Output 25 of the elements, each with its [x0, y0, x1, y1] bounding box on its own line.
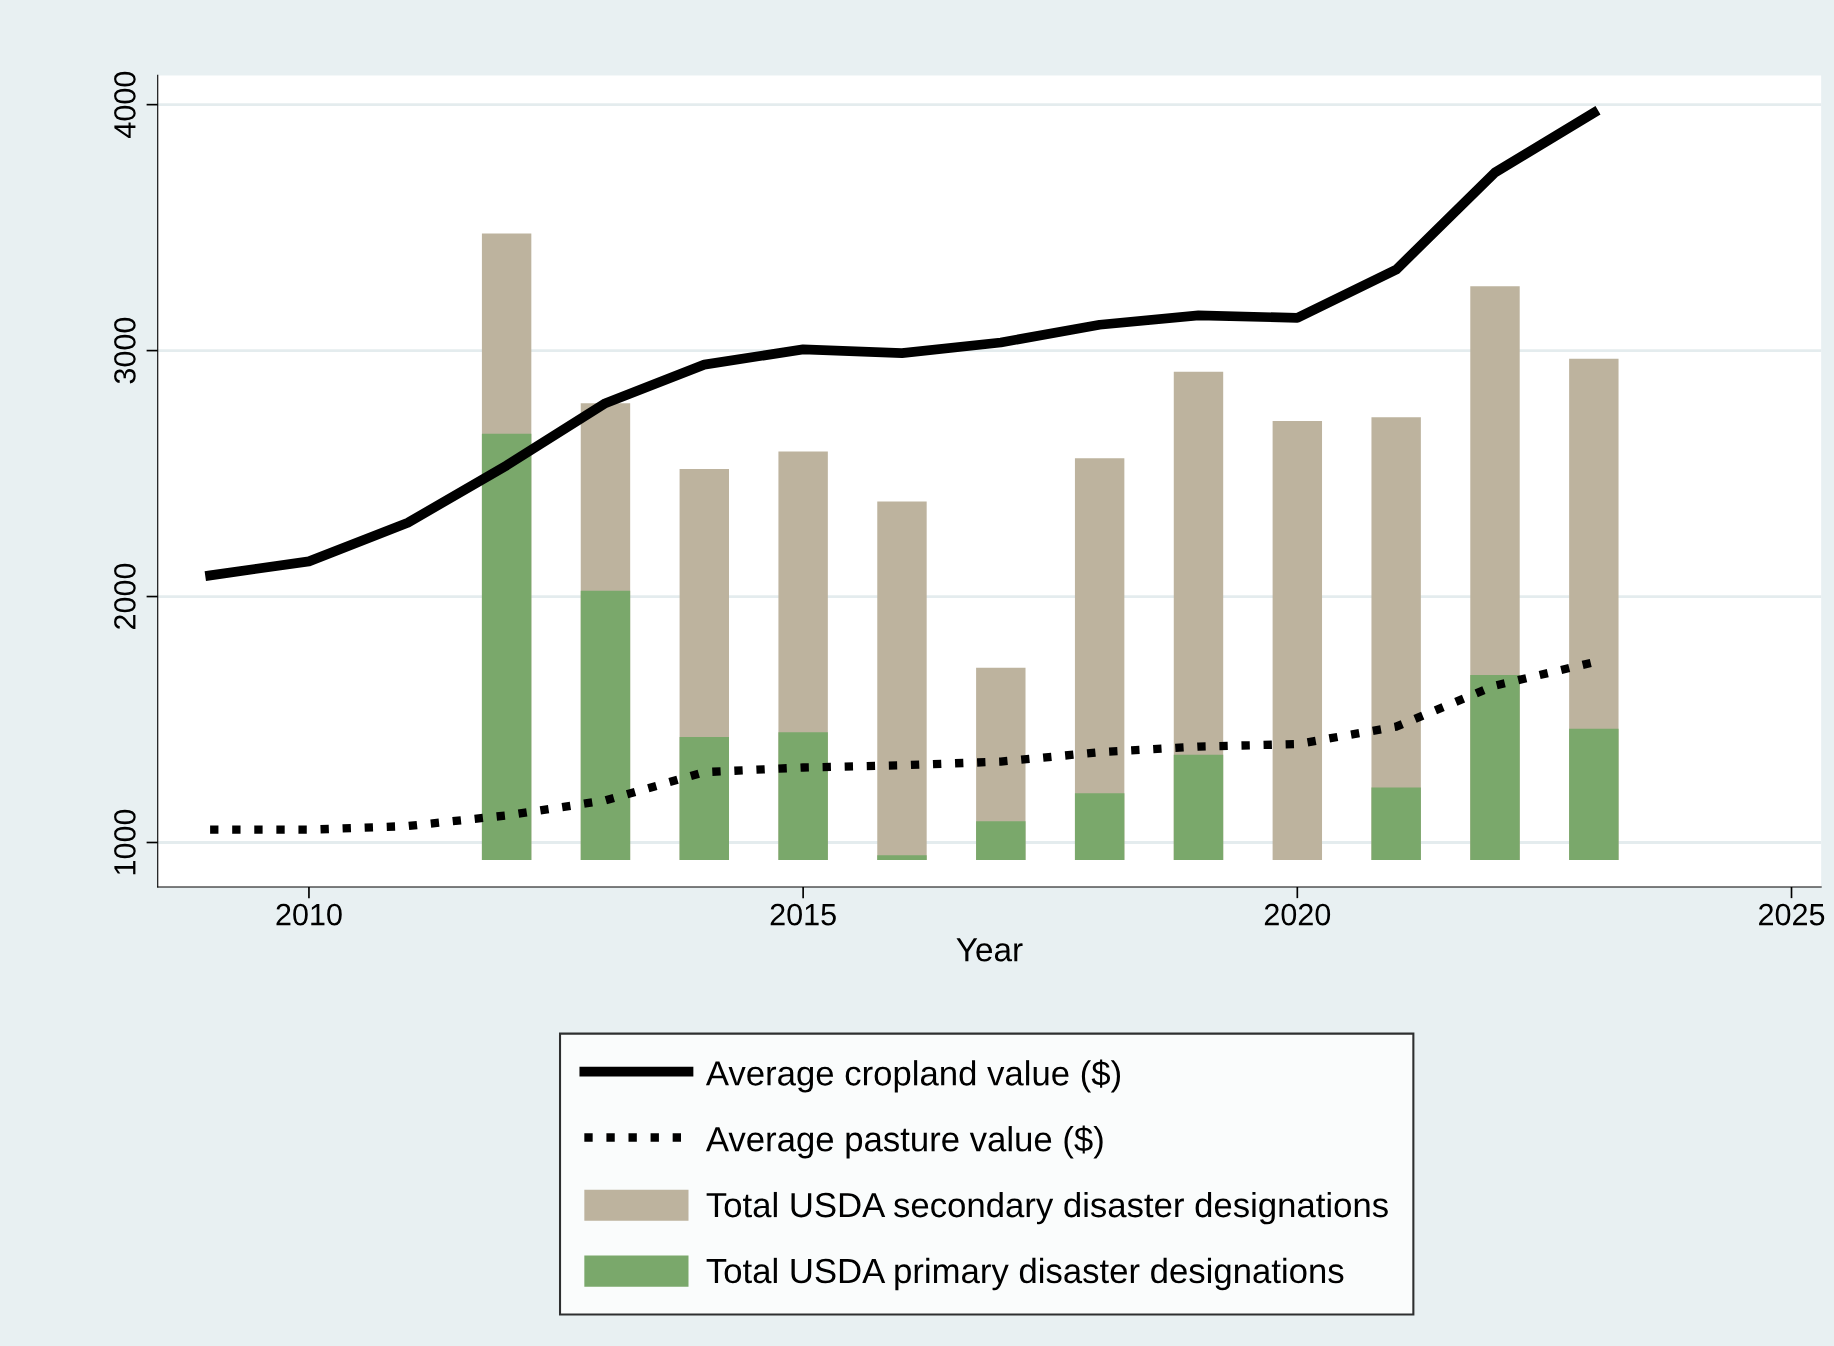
x-axis-title: Year — [956, 938, 1023, 962]
x-tick-label: 2020 — [1264, 903, 1331, 926]
y-tick-label: 1000 — [114, 809, 136, 875]
y-tick-label: 3000 — [114, 317, 136, 384]
y-tick-label: 4000 — [114, 71, 136, 138]
x-tick-label: 2015 — [770, 903, 836, 926]
bar — [778, 732, 828, 860]
y-tick-label: 2000 — [114, 563, 136, 629]
x-tick-label: 2010 — [276, 903, 342, 926]
legend-label: Total USDA secondary disaster designations — [706, 1191, 1388, 1225]
bar — [1371, 787, 1421, 860]
bar — [679, 736, 730, 860]
legend-label: Total USDA primary disaster designations — [706, 1257, 1344, 1291]
bar — [1470, 675, 1520, 860]
bar — [1569, 728, 1619, 860]
bar — [1272, 420, 1323, 860]
bar — [580, 590, 631, 860]
bar — [877, 855, 927, 860]
x-tick-label: 2025 — [1759, 903, 1825, 926]
legend-label: Average cropland value ($) — [705, 1059, 1120, 1093]
legend-label: Average pasture value ($) — [705, 1125, 1103, 1159]
bar — [1173, 754, 1224, 860]
bar — [481, 433, 532, 860]
bar — [976, 821, 1026, 860]
bar — [1074, 793, 1125, 860]
